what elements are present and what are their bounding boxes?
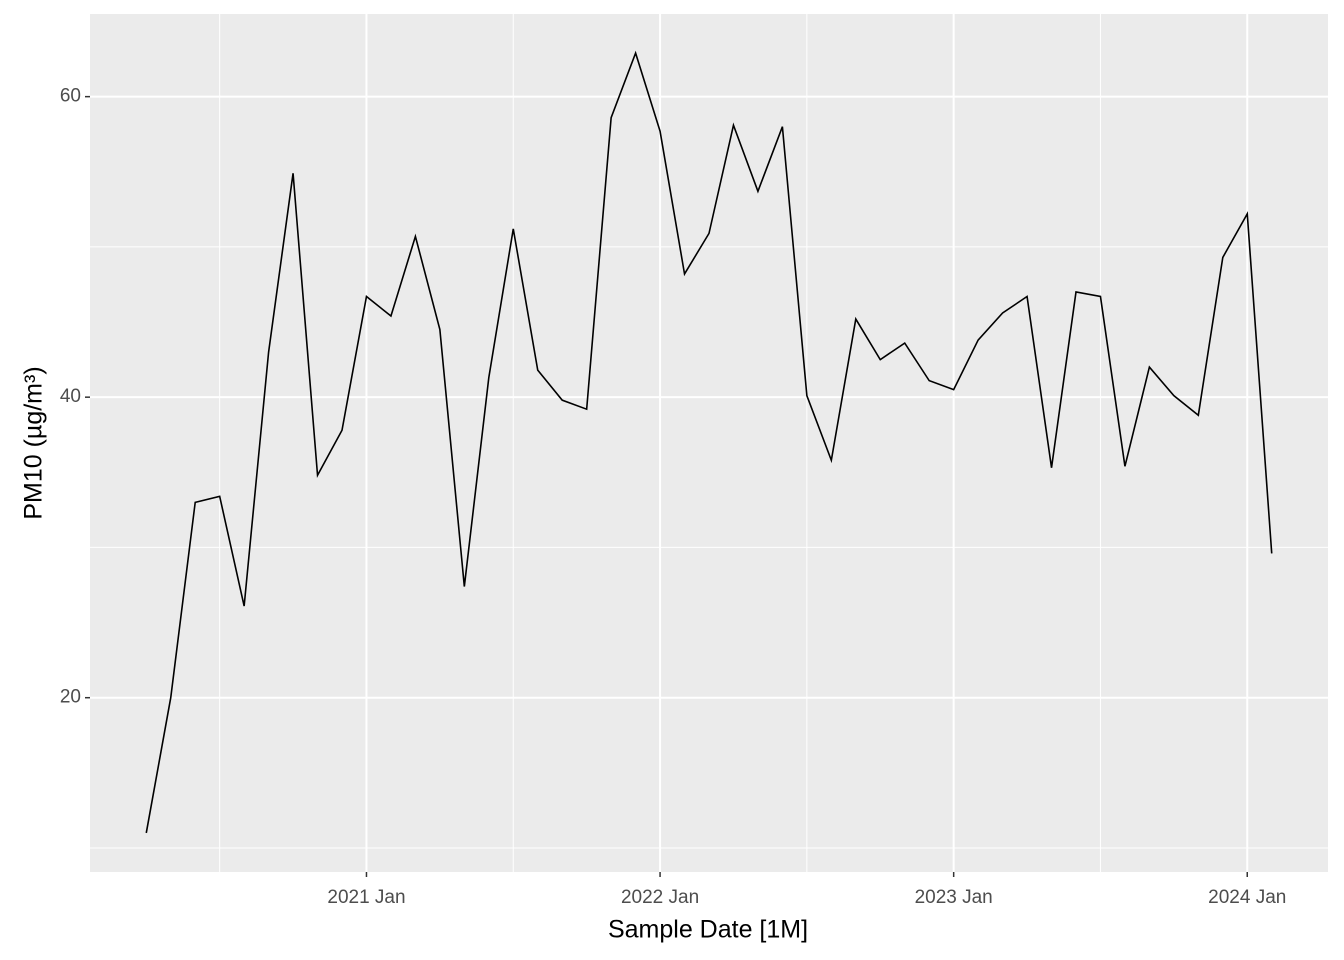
y-tick-label: 40 [60,386,81,407]
x-tick-label: 2023 Jan [915,887,993,908]
y-tick-label: 20 [60,687,81,708]
x-tick-label: 2022 Jan [621,887,699,908]
x-axis-title: Sample Date [1M] [608,916,808,944]
line [145,50,1273,834]
y-tick-label: 60 [60,86,81,107]
x-tick-label: 2021 Jan [327,887,405,908]
panel [90,14,1328,872]
x-tick-label: 2024 Jan [1208,887,1286,908]
y-axis-title: PM10 (µg/m³) [20,366,48,519]
